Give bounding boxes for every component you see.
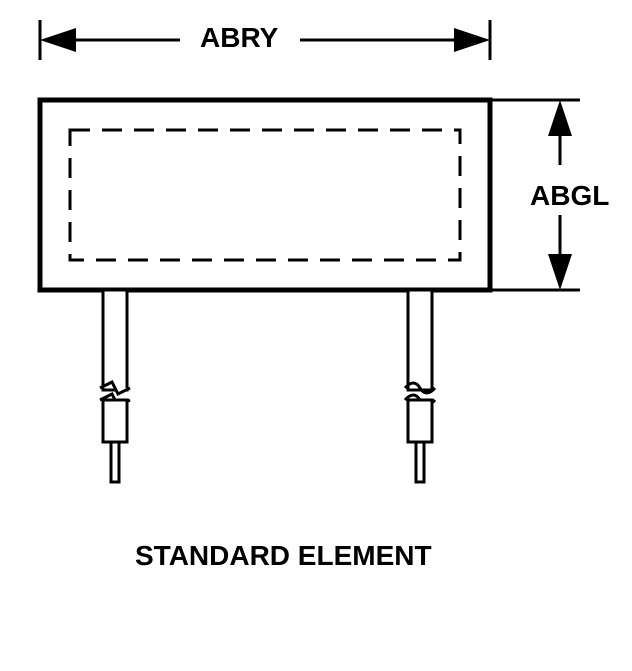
left-wire (111, 442, 119, 482)
diagram-container: ABRY ABGL STANDARD ELEMENT (0, 0, 632, 671)
top-arrow-left (40, 28, 76, 52)
left-lead-lower (103, 400, 127, 442)
left-lead-upper (103, 290, 127, 390)
height-dimension-label: ABGL (530, 180, 609, 212)
caption-label: STANDARD ELEMENT (135, 540, 432, 572)
right-arrow-top (548, 100, 572, 136)
top-arrow-right (454, 28, 490, 52)
width-dimension-label: ABRY (200, 22, 278, 54)
right-arrow-bottom (548, 254, 572, 290)
right-wire (416, 442, 424, 482)
right-lead-upper (408, 290, 432, 390)
right-lead-lower (408, 400, 432, 442)
